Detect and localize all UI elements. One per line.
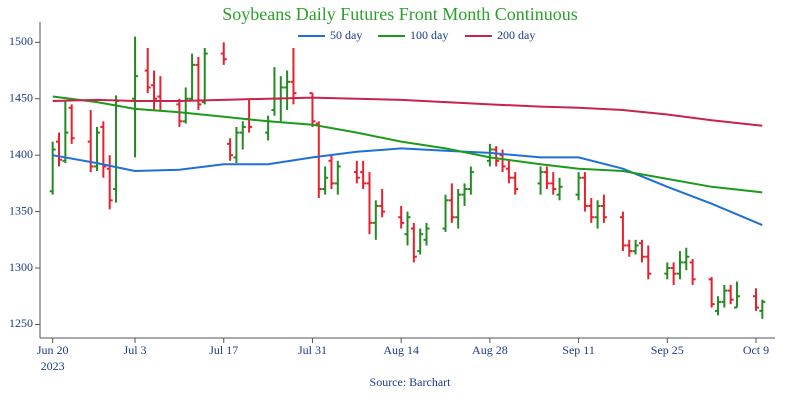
- moving-average-line: [52, 95, 763, 194]
- x-tick-label: Jul 31: [298, 343, 327, 357]
- y-tick-label: 1450: [9, 90, 33, 104]
- y-tick-label: 1400: [9, 147, 33, 161]
- legend-label: 100 day: [410, 28, 448, 42]
- source-note: Source: Barchart: [370, 375, 452, 389]
- y-tick-label: 1500: [9, 34, 33, 48]
- y-tick-label: 1350: [9, 203, 33, 217]
- x-tick-label: Sep 25: [651, 343, 684, 357]
- legend-label: 50 day: [330, 28, 362, 42]
- x-tick-label: Jul 17: [209, 343, 238, 357]
- legend-label: 200 day: [497, 28, 535, 42]
- x-tick-label: Aug 14: [383, 343, 419, 357]
- x-tick-label: Aug 28: [472, 343, 508, 357]
- y-tick-label: 1300: [9, 260, 33, 274]
- x-tick-label: Oct 9: [743, 343, 769, 357]
- moving-average-line: [52, 147, 763, 227]
- y-tick-label: 1250: [9, 316, 33, 330]
- chart-title: Soybeans Daily Futures Front Month Conti…: [222, 4, 578, 24]
- x-tick-label: Sep 11: [562, 343, 595, 357]
- x-tick-label: Jul 3: [124, 343, 147, 357]
- x-tick-sublabel: 2023: [41, 359, 65, 373]
- moving-average-line: [52, 96, 763, 127]
- x-tick-label: Jun 20: [37, 343, 69, 357]
